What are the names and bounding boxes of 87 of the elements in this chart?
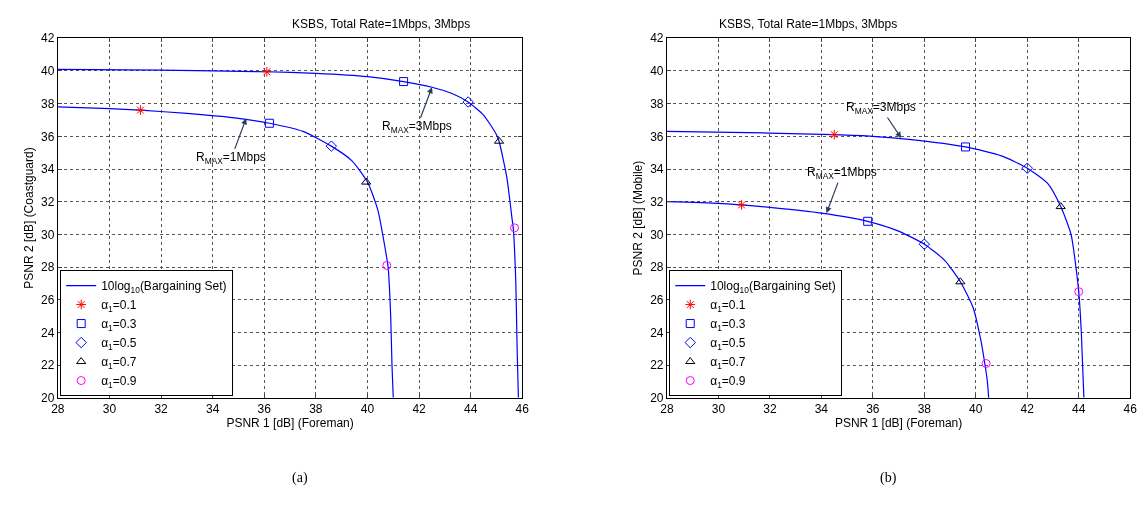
point: [1074, 287, 1084, 297]
text: (a): [292, 470, 308, 486]
y-tick-label: 38: [41, 96, 55, 111]
x-tick-label: 46: [515, 402, 530, 417]
x-tick-label: 30: [102, 402, 117, 417]
legend-label: α$_{1}$=0.3: [101, 317, 137, 333]
legend-label: α$_{1}$=0.1: [101, 298, 137, 314]
chart-title: KSBS, Total Rate=1Mbps, 3Mbps: [292, 17, 471, 31]
x-tick-label: 32: [763, 402, 777, 417]
chart-title: KSBS, Total Rate=1Mbps, 3Mbps: [719, 17, 898, 31]
x-tick-label: 46: [1123, 402, 1138, 417]
x-tick-label: 40: [969, 402, 983, 417]
annotation: R$_{MAX}$=3Mbps: [382, 119, 452, 135]
legend-label: α$_{1}$=0.1: [710, 298, 746, 314]
y-tick-label: 30: [650, 227, 664, 242]
y-tick-label: 38: [650, 96, 664, 111]
annotation: R$_{MAX}$=1Mbps: [196, 150, 266, 166]
y-tick-label: 34: [41, 162, 55, 177]
x-tick-label: 38: [309, 402, 323, 417]
y-axis-title: PSNR 2 [dB] (Coastguard): [22, 147, 37, 289]
line-series: [57, 68, 520, 398]
line-series: [666, 130, 1085, 398]
legend-label: α$_{1}$=0.5: [710, 336, 746, 352]
x-tick-label: 30: [711, 402, 726, 417]
y-tick-label: 32: [650, 194, 664, 209]
y-tick-label: 40: [41, 64, 55, 79]
point: [261, 66, 273, 78]
x-tick-label: 36: [866, 402, 880, 417]
point: [399, 77, 409, 87]
x-axis-title: PSNR 1 [dB] (Foreman): [226, 416, 354, 431]
point: [828, 129, 840, 140]
x-tick-label: 42: [1020, 402, 1035, 417]
y-tick-label: 26: [41, 292, 55, 307]
legend-label: α$_{1}$=0.7: [710, 355, 746, 371]
legend-label: α$_{1}$=0.7: [101, 355, 137, 371]
legend-label: 10log$_{10}$(Bargaining Set): [710, 279, 836, 295]
point: [510, 223, 520, 233]
point: [955, 277, 966, 285]
legend-label: 10log$_{10}$(Bargaining Set): [101, 279, 227, 295]
y-tick-label: 36: [41, 129, 55, 144]
legend-label: α$_{1}$=0.3: [710, 317, 746, 333]
point: [1021, 162, 1033, 174]
y-tick-label: 30: [41, 227, 55, 242]
point: [325, 140, 338, 152]
y-tick-label: 32: [41, 194, 55, 209]
x-tick-label: 28: [660, 402, 674, 417]
legend-label: α$_{1}$=0.5: [101, 336, 137, 352]
x-tick-label: 36: [257, 402, 272, 417]
y-axis-title: PSNR 2 [dB] (Mobile): [631, 160, 646, 276]
legend-label: α$_{1}$=0.9: [101, 374, 137, 390]
y-tick-label: 24: [41, 325, 55, 340]
y-tick-label: 24: [650, 325, 664, 340]
point: [960, 142, 970, 152]
point: [135, 104, 146, 116]
y-tick-label: 42: [650, 31, 664, 46]
point: [918, 238, 931, 250]
y-tick-label: 34: [650, 162, 664, 177]
x-tick-label: 44: [1072, 402, 1086, 417]
x-tick-label: 42: [412, 402, 427, 417]
x-tick-label: 28: [51, 402, 65, 417]
y-tick-label: 22: [41, 358, 55, 373]
y-tick-label: 28: [41, 260, 55, 275]
x-tick-label: 34: [814, 402, 829, 417]
x-tick-label: 32: [154, 402, 169, 417]
point: [1055, 202, 1066, 210]
x-tick-label: 34: [205, 402, 220, 417]
point: [361, 177, 372, 185]
y-tick-label: 36: [650, 129, 664, 144]
text: (b): [880, 470, 897, 486]
legend-label: α$_{1}$=0.9: [710, 374, 746, 390]
x-tick-label: 44: [464, 402, 478, 417]
x-axis-title: PSNR 1 [dB] (Foreman): [834, 416, 963, 431]
x-tick-label: 38: [917, 402, 932, 417]
x-tick-label: 40: [360, 402, 375, 417]
y-tick-label: 28: [650, 260, 664, 275]
annotation: R$_{MAX}$=1Mbps: [807, 165, 877, 181]
y-tick-label: 40: [650, 64, 664, 79]
annotation: R$_{MAX}$=3Mbps: [846, 100, 916, 116]
y-tick-label: 26: [650, 292, 664, 307]
point: [264, 118, 274, 128]
point: [462, 96, 474, 108]
point: [981, 359, 991, 369]
y-tick-label: 22: [650, 358, 664, 373]
point: [382, 260, 392, 270]
point: [736, 199, 747, 211]
y-tick-label: 42: [41, 31, 55, 46]
point: [863, 216, 873, 226]
